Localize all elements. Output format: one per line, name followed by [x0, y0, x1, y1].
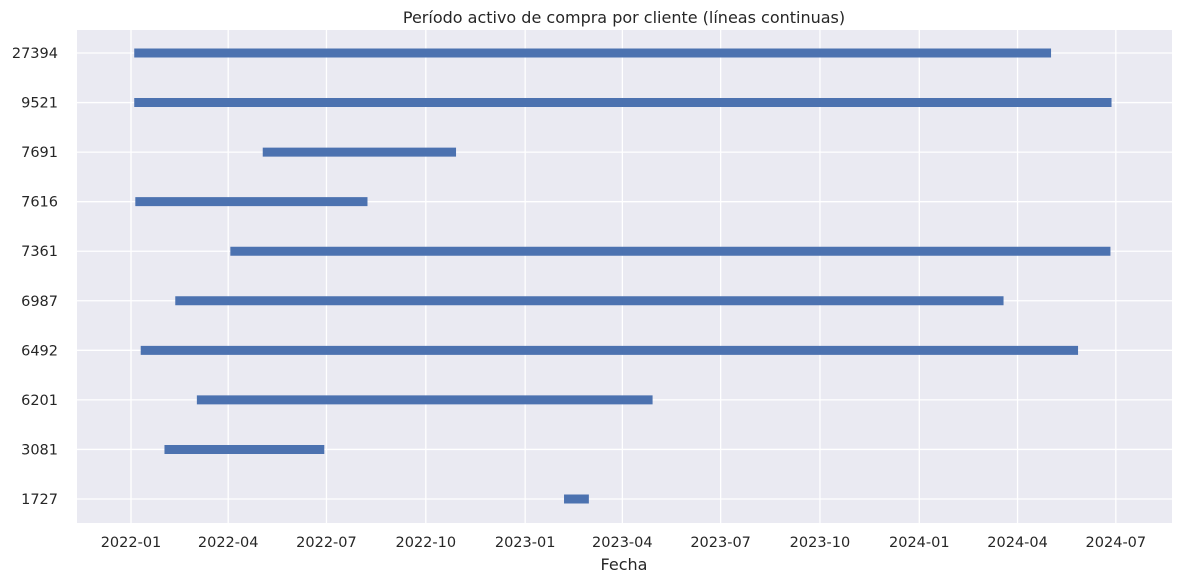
y-tick-label: 1727 [21, 492, 58, 508]
y-tick-label: 6201 [21, 393, 58, 409]
x-tick-label: 2024-01 [889, 535, 950, 551]
x-axis-ticks: 2022-01 2022-04 2022-07 2022-10 2023-01 2023-… [101, 535, 1146, 551]
x-tick-label: 2023-04 [592, 535, 653, 551]
x-tick-label: 2023-10 [790, 535, 851, 551]
plot-background [77, 30, 1172, 523]
y-tick-label: 7361 [21, 244, 58, 260]
y-tick-label: 6492 [21, 343, 58, 359]
x-tick-label: 2022-01 [101, 535, 162, 551]
y-tick-label: 7616 [21, 195, 58, 211]
x-tick-label: 2023-01 [495, 535, 556, 551]
chart-title: Período activo de compra por cliente (lí… [403, 8, 845, 27]
y-axis-ticks: 1727 3081 6201 6492 6987 7361 7616 7691 9521 2739… [12, 46, 58, 508]
y-tick-label: 6987 [21, 294, 58, 310]
x-tick-label: 2024-04 [987, 535, 1048, 551]
x-tick-label: 2022-04 [198, 535, 259, 551]
x-tick-label: 2024-07 [1086, 535, 1147, 551]
x-tick-label: 2023-07 [690, 535, 751, 551]
bars [134, 48, 1112, 504]
y-tick-label: 9521 [21, 96, 58, 112]
y-tick-label: 7691 [21, 145, 58, 161]
x-tick-label: 2022-10 [396, 535, 457, 551]
x-tick-label: 2022-07 [296, 535, 357, 551]
y-tick-label: 3081 [21, 442, 58, 458]
y-tick-label: 27394 [12, 46, 58, 62]
x-axis-label: Fecha [601, 555, 648, 574]
